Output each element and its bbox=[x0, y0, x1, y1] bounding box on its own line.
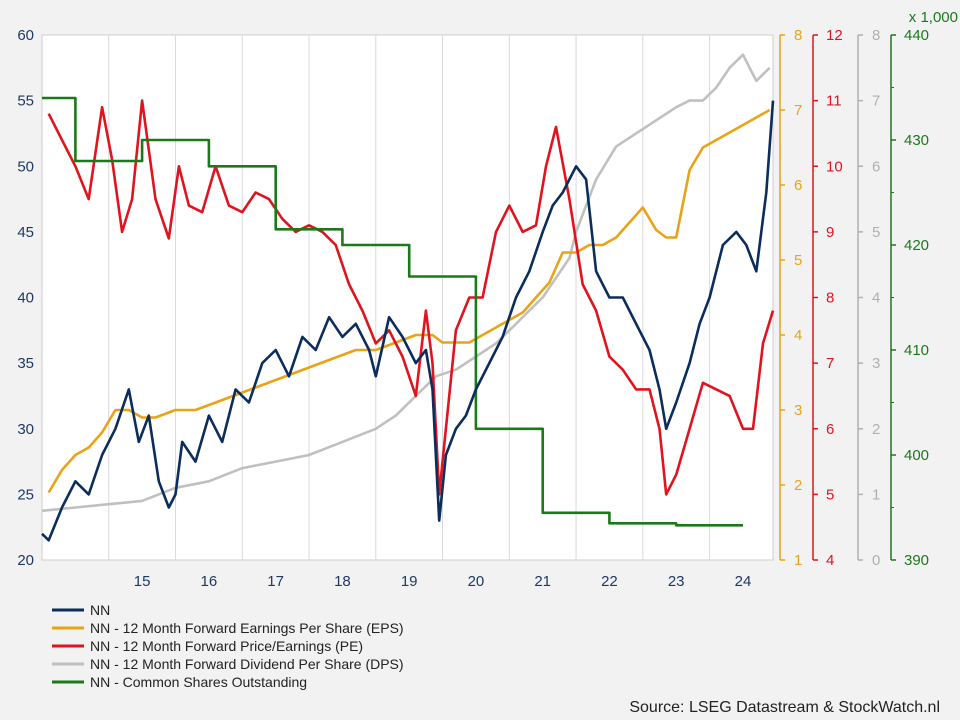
x-tick-label: 22 bbox=[601, 573, 618, 590]
left-axis-tick-label: 20 bbox=[17, 552, 34, 569]
x-tick-label: 20 bbox=[468, 573, 485, 590]
shares-axis-tick-label: 420 bbox=[904, 237, 929, 254]
shares-axis-tick-label: 390 bbox=[904, 552, 929, 569]
left-axis-tick-label: 30 bbox=[17, 421, 34, 438]
pe-axis-tick-label: 9 bbox=[826, 224, 834, 241]
shares-multiplier-label: x 1,000 bbox=[909, 9, 958, 26]
x-tick-label: 19 bbox=[401, 573, 418, 590]
pe-axis-tick-label: 12 bbox=[826, 27, 843, 44]
eps-axis-tick-label: 6 bbox=[794, 177, 802, 194]
x-tick-label: 16 bbox=[201, 573, 218, 590]
left-axis-tick-label: 40 bbox=[17, 290, 34, 307]
pe-axis-tick-label: 6 bbox=[826, 421, 834, 438]
dps-axis-tick-label: 2 bbox=[872, 421, 880, 438]
series-line-4 bbox=[42, 96, 743, 527]
dps-axis-tick-label: 4 bbox=[872, 290, 880, 307]
shares-axis-tick-label: 410 bbox=[904, 342, 929, 359]
pe-axis-tick-label: 8 bbox=[826, 290, 834, 307]
x-tick-label: 24 bbox=[735, 573, 752, 590]
plot-area bbox=[41, 34, 774, 561]
left-axis-tick-label: 55 bbox=[17, 93, 34, 110]
legend-entry: NN - 12 Month Forward Earnings Per Share… bbox=[90, 620, 404, 636]
pe-axis-tick-label: 5 bbox=[826, 486, 834, 503]
grid-lines bbox=[108, 35, 711, 560]
dps-axis-tick-label: 3 bbox=[872, 355, 880, 372]
series-line-2 bbox=[47, 99, 775, 496]
source-text: Source: LSEG Datastream & StockWatch.nl bbox=[629, 699, 940, 716]
dps-axis-tick-label: 0 bbox=[872, 552, 880, 569]
eps-axis-tick-label: 2 bbox=[794, 477, 802, 494]
legend-entry: NN - 12 Month Forward Dividend Per Share… bbox=[90, 656, 404, 672]
axes: 15 16 17 18 19 20 21 22 23 2420253035404550556012… bbox=[17, 9, 958, 590]
x-tick-label: 23 bbox=[668, 573, 685, 590]
legend-entry: NN - Common Shares Outstanding bbox=[90, 674, 307, 690]
eps-axis-tick-label: 7 bbox=[794, 102, 802, 119]
left-axis-tick-label: 25 bbox=[17, 486, 34, 503]
x-tick-label: 15 bbox=[134, 573, 151, 590]
pe-axis-tick-label: 10 bbox=[826, 158, 843, 175]
shares-axis-tick-label: 430 bbox=[904, 132, 929, 149]
legend: NN NN - 12 Month Forward Earnings Per Sha… bbox=[52, 602, 404, 690]
eps-axis-tick-label: 5 bbox=[794, 252, 802, 269]
dps-axis-tick-label: 5 bbox=[872, 224, 880, 241]
dps-axis-tick-label: 7 bbox=[872, 93, 880, 110]
x-tick-label: 18 bbox=[334, 573, 351, 590]
legend-entry: NN - 12 Month Forward Price/Earnings (PE… bbox=[90, 638, 363, 654]
eps-axis-tick-label: 4 bbox=[794, 327, 802, 344]
series-line-3 bbox=[41, 53, 771, 513]
pe-axis-tick-label: 7 bbox=[826, 355, 834, 372]
left-axis-tick-label: 35 bbox=[17, 355, 34, 372]
eps-axis-tick-label: 8 bbox=[794, 27, 802, 44]
x-tick-label: 17 bbox=[267, 573, 284, 590]
pe-axis-tick-label: 11 bbox=[826, 93, 842, 110]
eps-axis-tick-label: 1 bbox=[794, 552, 802, 569]
dps-axis-tick-label: 1 bbox=[872, 486, 880, 503]
dps-axis-tick-label: 8 bbox=[872, 27, 880, 44]
shares-axis-tick-label: 440 bbox=[904, 27, 929, 44]
series-line-0 bbox=[41, 100, 775, 542]
left-axis-tick-label: 50 bbox=[17, 158, 34, 175]
eps-axis-tick-label: 3 bbox=[794, 402, 802, 419]
legend-entry: NN bbox=[90, 602, 110, 618]
pe-axis-tick-label: 4 bbox=[826, 552, 834, 569]
left-axis-tick-label: 60 bbox=[17, 27, 34, 44]
series-lines bbox=[41, 53, 775, 542]
dps-axis-tick-label: 6 bbox=[872, 158, 880, 175]
shares-axis-tick-label: 400 bbox=[904, 447, 929, 464]
x-tick-label: 21 bbox=[534, 573, 551, 590]
left-axis-tick-label: 45 bbox=[17, 224, 34, 241]
